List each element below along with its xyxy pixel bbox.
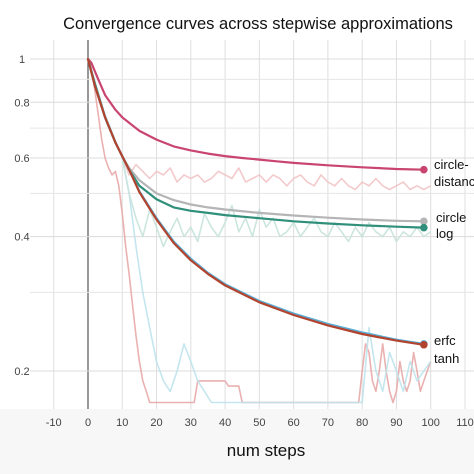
series-end-label: distance — [434, 174, 474, 189]
series-end-label: tanh — [434, 351, 459, 366]
series-end-label: erfc — [434, 333, 456, 348]
noisy-series-line — [121, 157, 432, 191]
axis-ticks: 1 0.8 0.6 0.4 0.2 — [14, 54, 29, 378]
x-tick-label: 20 — [150, 417, 162, 429]
series-line-log — [86, 57, 425, 229]
series-end-label: circle — [436, 210, 466, 225]
y-tick-label: 0.6 — [14, 153, 29, 165]
x-tick-label: 110 — [456, 417, 474, 429]
x-axis-ticks: -10 0 10 20 30 40 50 60 70 80 90 100 110 — [46, 417, 474, 429]
x-tick-label: 70 — [322, 417, 334, 429]
smoothed-series — [86, 57, 425, 346]
series-end-marker-log — [420, 223, 428, 232]
x-tick-label: 0 — [85, 417, 91, 429]
x-tick-label: -10 — [46, 417, 62, 429]
x-tick-label: 100 — [422, 417, 440, 429]
series-end-marker-tanh — [420, 340, 428, 349]
grid — [30, 40, 474, 409]
y-tick-label: 1 — [19, 54, 25, 66]
y-tick-label: 0.2 — [14, 366, 29, 378]
x-tick-label: 30 — [185, 417, 197, 429]
series-end-marker-circle — [420, 217, 428, 226]
series-end-label: circle- — [434, 157, 469, 172]
series-line-tanh — [86, 57, 425, 346]
x-tick-label: 10 — [116, 417, 128, 429]
x-tick-label: 50 — [253, 417, 265, 429]
noisy-series-line — [87, 58, 432, 404]
x-tick-label: 80 — [356, 417, 368, 429]
series-end-label: log — [436, 226, 453, 241]
series-line-circle — [86, 57, 425, 223]
series-line-circle-distance — [86, 57, 425, 171]
chart-title: Convergence curves across stepwise appro… — [63, 15, 453, 33]
x-tick-label: 60 — [287, 417, 299, 429]
noisy-series-line — [121, 157, 432, 248]
noisy-raw-series — [87, 58, 432, 404]
x-tick-label: 90 — [390, 417, 402, 429]
series-end-marker-circle-distance — [420, 165, 428, 174]
x-axis-label: num steps — [227, 441, 305, 460]
x-tick-label: 40 — [219, 417, 231, 429]
y-tick-label: 0.4 — [14, 232, 29, 244]
x-axis-band — [0, 409, 474, 474]
y-tick-label: 0.8 — [14, 97, 29, 109]
